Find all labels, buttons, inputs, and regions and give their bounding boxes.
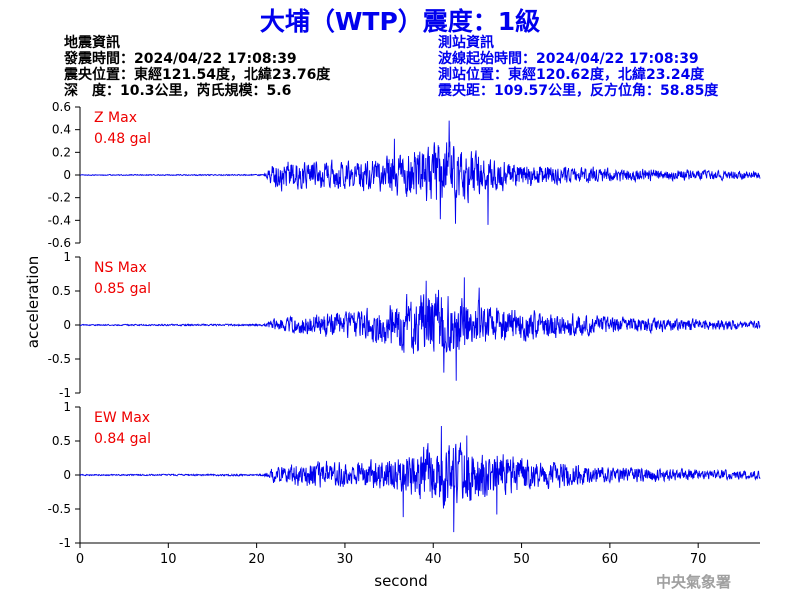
- z-y-tick-label: 0.4: [52, 123, 71, 137]
- x-axis-label: second: [374, 572, 428, 590]
- station-location-text: 測站位置：東經120.62度，北緯23.24度: [438, 67, 705, 83]
- x-tick-label: 70: [690, 552, 707, 567]
- ns-y-tick-label: 0.5: [52, 284, 71, 298]
- station-info-heading: 測站資訊: [438, 35, 494, 51]
- ew-y-tick-label: 0: [63, 468, 71, 482]
- distance-azimuth-text: 震央距：109.57公里，反方位角：58.85度: [438, 83, 719, 99]
- chart-title: 大埔（WTP）震度：1級: [259, 7, 541, 36]
- y-axis-label: acceleration: [24, 256, 42, 348]
- station-info-block: 測站資訊 波線起始時間：2024/04/22 17:08:39 測站位置：東經1…: [438, 35, 718, 99]
- agency-credit: 中央氣象署: [656, 573, 732, 591]
- ew-y-tick-label: -0.5: [48, 502, 71, 516]
- ew-y-tick-label: -1: [59, 536, 71, 550]
- z-y-tick-label: -0.2: [48, 191, 71, 205]
- z-y-tick-label: 0.6: [52, 100, 71, 114]
- origin-time-text: 發震時間：2024/04/22 17:08:39: [64, 51, 297, 67]
- x-tick-label: 40: [425, 552, 442, 567]
- x-tick-label: 30: [337, 552, 354, 567]
- ns-max-label: NS Max: [94, 260, 147, 276]
- ns-waveform-trace: [79, 277, 761, 381]
- ns-max-value: 0.85 gal: [94, 281, 151, 297]
- depth-magnitude-text: 深 度：10.3公里，芮氏規模：5.6: [64, 83, 292, 99]
- z-y-tick-label: 0.2: [52, 145, 71, 159]
- ns-y-tick-label: -0.5: [48, 352, 71, 366]
- x-tick-label: 10: [160, 552, 177, 567]
- ew-y-tick-label: 1: [63, 400, 71, 414]
- earthquake-info-block: 地震資訊 發震時間：2024/04/22 17:08:39 震央位置：東經121…: [64, 35, 330, 99]
- z-max-label: Z Max: [94, 110, 137, 126]
- z-y-tick-label: 0: [63, 168, 71, 182]
- ns-y-tick-label: 0: [63, 318, 71, 332]
- waveform-start-text: 波線起始時間：2024/04/22 17:08:39: [438, 51, 699, 67]
- ns-y-tick-label: 1: [63, 250, 71, 264]
- x-tick-label: 0: [76, 552, 84, 567]
- ew-y-tick-label: 0.5: [52, 434, 71, 448]
- ew-max-value: 0.84 gal: [94, 431, 151, 447]
- x-tick-label: 20: [248, 552, 265, 567]
- ew-max-label: EW Max: [94, 410, 150, 426]
- ns-y-tick-label: -1: [59, 386, 71, 400]
- earthquake-info-heading: 地震資訊: [64, 35, 120, 51]
- z-y-tick-label: -0.6: [48, 236, 71, 250]
- z-waveform-trace: [79, 120, 761, 225]
- z-y-tick-label: -0.4: [48, 213, 71, 227]
- z-max-value: 0.48 gal: [94, 131, 151, 147]
- x-tick-label: 50: [513, 552, 530, 567]
- ew-waveform-trace: [79, 426, 761, 533]
- epicenter-text: 震央位置：東經121.54度，北緯23.76度: [64, 67, 331, 83]
- x-tick-label: 60: [602, 552, 619, 567]
